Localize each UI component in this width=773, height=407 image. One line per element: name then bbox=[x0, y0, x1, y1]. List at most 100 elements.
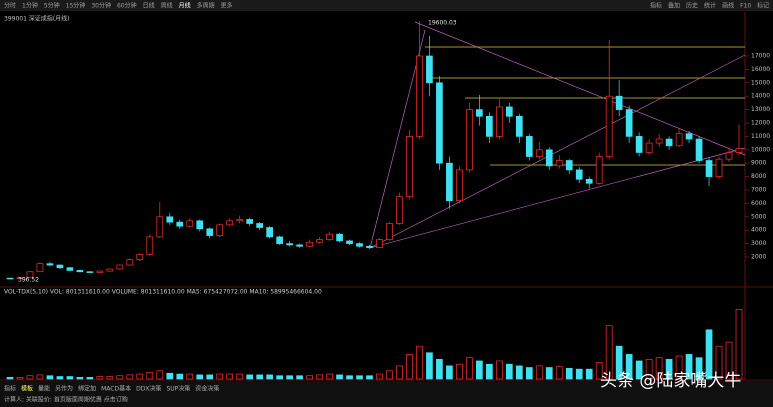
candle-body bbox=[126, 259, 134, 266]
candle-body bbox=[416, 55, 423, 137]
volume-bar bbox=[705, 329, 713, 380]
candle-body bbox=[146, 236, 154, 255]
volume-bar bbox=[575, 368, 583, 380]
volume-bar bbox=[276, 375, 283, 380]
candle-body bbox=[166, 216, 174, 223]
volume-bar bbox=[505, 363, 513, 380]
volume-bar bbox=[386, 370, 393, 380]
candle-body bbox=[565, 160, 573, 171]
candle-body bbox=[575, 169, 583, 180]
volume-bar bbox=[545, 367, 553, 380]
candle-body bbox=[525, 136, 533, 157]
candle-body bbox=[555, 160, 563, 167]
period-button[interactable]: 分时 bbox=[4, 2, 16, 10]
volume-bar bbox=[456, 363, 463, 380]
trend-line bbox=[414, 21, 746, 156]
period-button[interactable]: 30分钟 bbox=[91, 2, 111, 10]
candle-body bbox=[495, 106, 503, 137]
candle-body bbox=[296, 244, 303, 247]
candle-body bbox=[695, 138, 703, 161]
volume-bar bbox=[346, 375, 353, 380]
candle-body bbox=[246, 219, 254, 224]
period-button[interactable]: 60分钟 bbox=[117, 2, 137, 10]
tab[interactable]: DDX决策 bbox=[136, 385, 161, 393]
low-label: 396.52 bbox=[18, 277, 39, 284]
period-button[interactable]: 周线 bbox=[161, 2, 173, 10]
candle-body bbox=[46, 263, 54, 266]
volume-bar bbox=[16, 377, 24, 380]
drawings bbox=[369, 21, 746, 249]
volume-bar bbox=[446, 365, 453, 380]
period-button[interactable]: 1分钟 bbox=[22, 2, 38, 10]
volume-bar bbox=[246, 374, 254, 380]
volume-bar bbox=[735, 308, 743, 380]
candle-body bbox=[426, 55, 433, 84]
candle-body bbox=[366, 245, 373, 248]
y-tick-label: 16000 bbox=[751, 66, 770, 73]
volume-bar bbox=[585, 368, 593, 380]
volume-bar bbox=[426, 352, 433, 380]
chart-title: 399001 深证成指(月线) bbox=[4, 15, 70, 23]
volume-panel bbox=[6, 308, 743, 380]
period-button[interactable]: 5分钟 bbox=[44, 2, 60, 10]
tool-button[interactable]: 历史 bbox=[686, 2, 698, 10]
candle-body bbox=[605, 95, 613, 157]
period-button[interactable]: 多周期 bbox=[197, 2, 215, 10]
period-button[interactable]: 月线 bbox=[179, 2, 191, 10]
tool-button[interactable]: 标记 bbox=[757, 2, 769, 10]
tab[interactable]: 指标 bbox=[4, 385, 16, 393]
candle-body bbox=[6, 277, 14, 280]
bottom-bar bbox=[0, 381, 773, 407]
candle-body bbox=[735, 148, 743, 153]
period-button[interactable]: 更多 bbox=[221, 2, 233, 10]
trend-line bbox=[369, 54, 746, 249]
candle-body bbox=[186, 220, 194, 227]
period-button[interactable]: 日线 bbox=[143, 2, 155, 10]
tab[interactable]: 量能 bbox=[38, 385, 50, 393]
candle-body bbox=[665, 138, 673, 147]
candle-body bbox=[725, 152, 733, 160]
candle-body bbox=[106, 268, 114, 272]
volume-bar bbox=[725, 341, 733, 380]
volume-bar bbox=[66, 376, 74, 380]
volume-bar bbox=[695, 357, 703, 380]
tool-button[interactable]: 统计 bbox=[704, 2, 716, 10]
volume-bar bbox=[186, 373, 194, 380]
bottom-tabs: 指标 模板 量能 另作为 绑定加 MACD基本 DDX决策 SUP决策 资金决策 bbox=[4, 385, 219, 393]
tool-button[interactable]: 画线 bbox=[722, 2, 734, 10]
volume-bar bbox=[336, 374, 343, 380]
y-tick-label: 5000 bbox=[751, 213, 766, 220]
candle-body bbox=[675, 133, 683, 147]
footer: 计算人: 关联股价: 首页版面周期优惠 点击订购 bbox=[4, 396, 128, 404]
tool-button[interactable]: 指标 bbox=[650, 2, 662, 10]
volume-bar bbox=[116, 375, 124, 380]
volume-bar bbox=[635, 360, 643, 380]
candle-body bbox=[336, 233, 343, 242]
candle-body bbox=[645, 142, 653, 153]
tab[interactable]: 资金决策 bbox=[195, 385, 219, 393]
volume-bar bbox=[216, 373, 224, 380]
volume-bar bbox=[146, 372, 154, 380]
tool-button[interactable]: F10 bbox=[740, 3, 751, 10]
volume-bar bbox=[76, 377, 84, 380]
candle-body bbox=[236, 219, 244, 222]
period-button[interactable]: 15分钟 bbox=[66, 2, 86, 10]
candle-body bbox=[96, 270, 104, 273]
tab[interactable]: 另作为 bbox=[55, 385, 73, 393]
candle-body bbox=[705, 160, 713, 177]
volume-bar bbox=[36, 374, 44, 380]
tab[interactable]: 模板 bbox=[21, 385, 33, 393]
candle-body bbox=[446, 162, 453, 202]
volume-bar bbox=[476, 360, 483, 380]
tool-button[interactable]: 叠加 bbox=[668, 2, 680, 10]
tab[interactable]: SUP决策 bbox=[166, 385, 190, 393]
tab[interactable]: 绑定加 bbox=[78, 385, 96, 393]
candle-body bbox=[206, 228, 214, 236]
candle-body bbox=[216, 224, 224, 236]
tab[interactable]: MACD基本 bbox=[101, 385, 131, 393]
y-tick-label: 7000 bbox=[751, 187, 766, 194]
volume-bar bbox=[715, 345, 723, 380]
candle-body bbox=[406, 136, 413, 198]
y-tick-label: 8000 bbox=[751, 173, 766, 180]
